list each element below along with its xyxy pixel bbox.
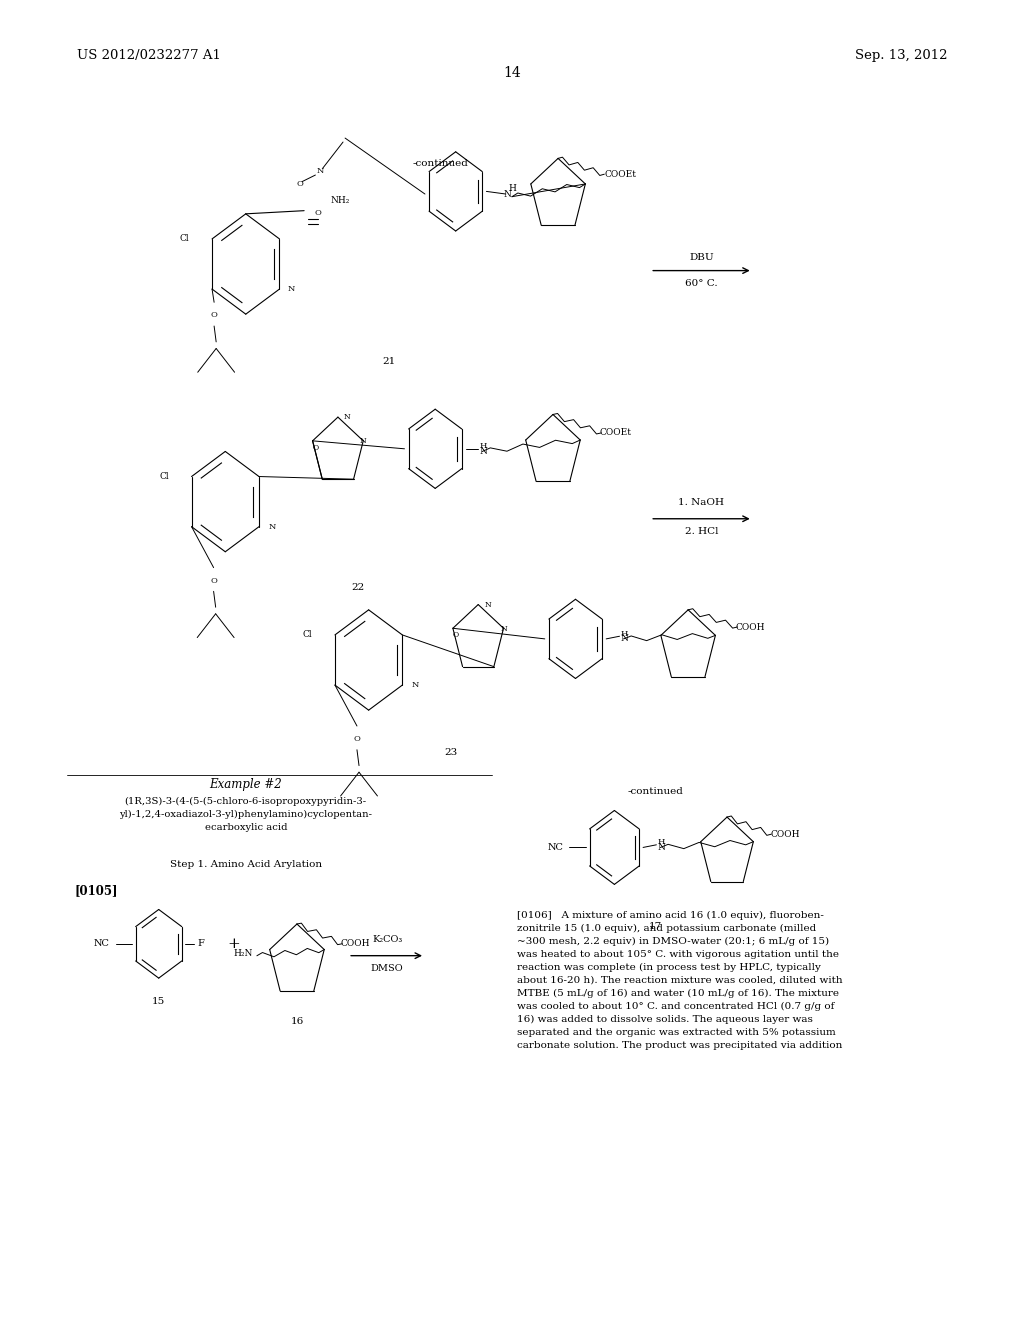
Text: DBU: DBU <box>689 253 714 261</box>
Text: 15: 15 <box>153 998 165 1006</box>
Text: N: N <box>479 447 487 455</box>
Text: [0106]   A mixture of amino acid 16 (1.0 equiv), fluoroben-
zonitrile 15 (1.0 eq: [0106] A mixture of amino acid 16 (1.0 e… <box>517 911 843 1049</box>
Text: N: N <box>359 437 367 445</box>
Text: 17: 17 <box>649 923 662 931</box>
Text: O: O <box>314 210 322 218</box>
Text: H: H <box>508 185 516 193</box>
Text: 60° C.: 60° C. <box>685 280 718 288</box>
Text: N: N <box>484 601 490 609</box>
Text: (1R,3S)-3-(4-(5-(5-chloro-6-isopropoxypyridin-3-
yl)-1,2,4-oxadiazol-3-yl)phenyl: (1R,3S)-3-(4-(5-(5-chloro-6-isopropoxypy… <box>119 797 373 832</box>
Text: NC: NC <box>547 843 563 851</box>
Text: K₂CO₃: K₂CO₃ <box>372 936 402 944</box>
Text: N: N <box>268 523 275 531</box>
Text: N: N <box>288 285 295 293</box>
Text: F: F <box>198 940 205 948</box>
Text: 14: 14 <box>503 66 521 79</box>
Text: N: N <box>316 168 325 176</box>
Text: 22: 22 <box>352 583 365 591</box>
Text: -continued: -continued <box>413 160 468 168</box>
Text: O: O <box>312 444 318 451</box>
Text: 2. HCl: 2. HCl <box>685 528 718 536</box>
Text: H: H <box>657 838 666 846</box>
Text: [0105]: [0105] <box>75 884 118 898</box>
Text: US 2012/0232277 A1: US 2012/0232277 A1 <box>77 49 221 62</box>
Text: H: H <box>621 630 629 638</box>
Text: Example #2: Example #2 <box>209 777 283 791</box>
Text: COOEt: COOEt <box>604 170 636 178</box>
Text: COOH: COOH <box>770 830 800 838</box>
Text: Step 1. Amino Acid Arylation: Step 1. Amino Acid Arylation <box>170 861 322 869</box>
Text: Cl: Cl <box>180 235 189 243</box>
Text: N: N <box>621 635 629 643</box>
Text: H₂N: H₂N <box>233 949 253 957</box>
Text: N: N <box>344 413 350 421</box>
Text: Cl: Cl <box>303 631 312 639</box>
Text: O: O <box>297 181 303 189</box>
Text: -continued: -continued <box>628 788 683 796</box>
Text: N: N <box>412 681 419 689</box>
Text: DMSO: DMSO <box>371 965 403 973</box>
Text: Sep. 13, 2012: Sep. 13, 2012 <box>855 49 947 62</box>
Text: N: N <box>504 190 512 198</box>
Text: COOH: COOH <box>735 623 765 631</box>
Text: O: O <box>210 577 217 585</box>
Text: 23: 23 <box>444 748 457 756</box>
Text: 16: 16 <box>291 1018 303 1026</box>
Text: N: N <box>657 843 666 851</box>
Text: COOEt: COOEt <box>599 429 631 437</box>
Text: +: + <box>227 937 240 950</box>
Text: NC: NC <box>93 940 110 948</box>
Text: 21: 21 <box>383 358 395 366</box>
Text: 1. NaOH: 1. NaOH <box>679 499 724 507</box>
Text: O: O <box>353 735 360 743</box>
Text: COOH: COOH <box>341 940 371 948</box>
Text: Cl: Cl <box>160 473 169 480</box>
Text: NH₂: NH₂ <box>331 195 350 205</box>
Text: O: O <box>211 312 217 319</box>
Text: H: H <box>479 442 487 450</box>
Text: O: O <box>453 631 459 639</box>
Text: N: N <box>500 624 507 632</box>
